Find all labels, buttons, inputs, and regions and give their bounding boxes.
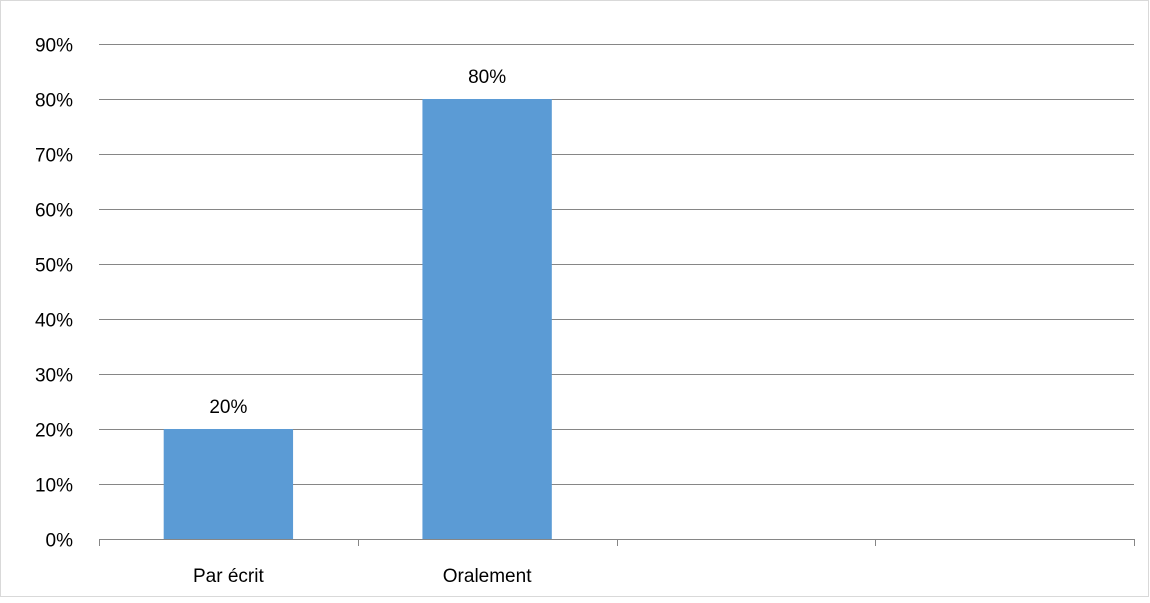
bars — [163, 99, 552, 539]
bar — [163, 429, 294, 539]
y-tick-label: 80% — [35, 91, 73, 112]
y-tick-label: 60% — [35, 201, 73, 222]
y-tick-label: 0% — [46, 531, 74, 552]
gridlines — [99, 44, 1134, 485]
data-label: 20% — [209, 397, 247, 418]
y-tick-label: 90% — [35, 36, 73, 57]
y-tick-label: 70% — [35, 146, 73, 167]
y-tick-label: 50% — [35, 256, 73, 277]
y-tick-label: 10% — [35, 476, 73, 497]
bar — [422, 99, 552, 539]
x-axis-category-labels: Par écrit Oralement — [193, 566, 532, 587]
y-axis-tick-labels: 0% 10% 20% 30% 40% 50% 60% 70% 80% 90% — [35, 36, 73, 552]
x-axis — [99, 539, 1135, 546]
y-tick-label: 40% — [35, 311, 73, 332]
x-category-label: Oralement — [443, 566, 532, 587]
data-labels: 20% 80% — [209, 67, 506, 418]
data-label: 80% — [468, 67, 506, 88]
y-tick-label: 30% — [35, 366, 73, 387]
x-category-label: Par écrit — [193, 566, 264, 587]
y-tick-label: 20% — [35, 421, 73, 442]
